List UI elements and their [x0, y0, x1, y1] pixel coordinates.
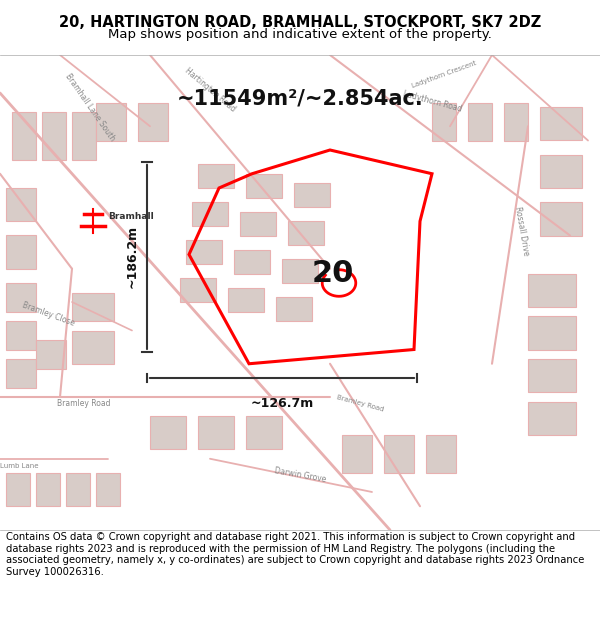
Text: Bramhall: Bramhall: [108, 212, 154, 221]
Text: Ladythorn Crescent: Ladythorn Crescent: [411, 60, 477, 89]
Text: Ladythorn Road: Ladythorn Road: [401, 89, 463, 114]
Polygon shape: [72, 112, 96, 159]
Text: Bramhall Lane South: Bramhall Lane South: [64, 72, 116, 142]
Polygon shape: [6, 473, 30, 506]
Polygon shape: [246, 174, 282, 198]
Polygon shape: [36, 340, 66, 369]
Polygon shape: [294, 183, 330, 207]
Polygon shape: [138, 102, 168, 141]
Text: ~11549m²/~2.854ac.: ~11549m²/~2.854ac.: [176, 88, 424, 108]
Polygon shape: [528, 359, 576, 392]
Polygon shape: [180, 278, 216, 302]
Polygon shape: [540, 107, 582, 141]
Polygon shape: [432, 102, 456, 141]
Polygon shape: [6, 283, 36, 311]
Polygon shape: [6, 188, 36, 221]
Polygon shape: [66, 473, 90, 506]
Polygon shape: [342, 435, 372, 473]
Polygon shape: [36, 473, 60, 506]
Polygon shape: [504, 102, 528, 141]
Text: ~126.7m: ~126.7m: [250, 397, 314, 410]
Polygon shape: [426, 435, 456, 473]
Polygon shape: [72, 292, 114, 321]
Polygon shape: [150, 416, 186, 449]
Polygon shape: [282, 259, 318, 283]
Polygon shape: [192, 202, 228, 226]
Text: Bramley Road: Bramley Road: [336, 394, 384, 412]
Polygon shape: [540, 202, 582, 236]
Polygon shape: [228, 288, 264, 311]
Polygon shape: [234, 250, 270, 274]
Polygon shape: [468, 102, 492, 141]
Polygon shape: [96, 102, 126, 141]
Polygon shape: [6, 236, 36, 269]
Polygon shape: [528, 274, 576, 307]
Polygon shape: [72, 331, 114, 364]
Polygon shape: [186, 240, 222, 264]
Polygon shape: [96, 473, 120, 506]
Text: Bramley Road: Bramley Road: [57, 399, 111, 409]
Text: Rossall Drive: Rossall Drive: [513, 206, 531, 256]
Polygon shape: [288, 221, 324, 245]
Text: 20: 20: [312, 259, 354, 288]
Polygon shape: [198, 164, 234, 188]
Polygon shape: [540, 155, 582, 188]
Text: ~186.2m: ~186.2m: [125, 225, 139, 289]
Text: Bramley Close: Bramley Close: [20, 301, 76, 328]
Text: Lumb Lane: Lumb Lane: [0, 463, 38, 469]
Polygon shape: [6, 359, 36, 388]
Text: Hartington Road: Hartington Road: [183, 66, 237, 114]
Text: Map shows position and indicative extent of the property.: Map shows position and indicative extent…: [108, 28, 492, 41]
Text: Darwin Grove: Darwin Grove: [274, 466, 326, 484]
Polygon shape: [384, 435, 414, 473]
Text: Contains OS data © Crown copyright and database right 2021. This information is : Contains OS data © Crown copyright and d…: [6, 532, 584, 577]
Polygon shape: [12, 112, 36, 159]
Polygon shape: [276, 298, 312, 321]
Polygon shape: [42, 112, 66, 159]
Polygon shape: [246, 416, 282, 449]
Polygon shape: [528, 402, 576, 435]
Polygon shape: [6, 321, 36, 349]
Text: 20, HARTINGTON ROAD, BRAMHALL, STOCKPORT, SK7 2DZ: 20, HARTINGTON ROAD, BRAMHALL, STOCKPORT…: [59, 16, 541, 31]
Polygon shape: [240, 212, 276, 236]
Polygon shape: [198, 416, 234, 449]
Polygon shape: [528, 316, 576, 349]
